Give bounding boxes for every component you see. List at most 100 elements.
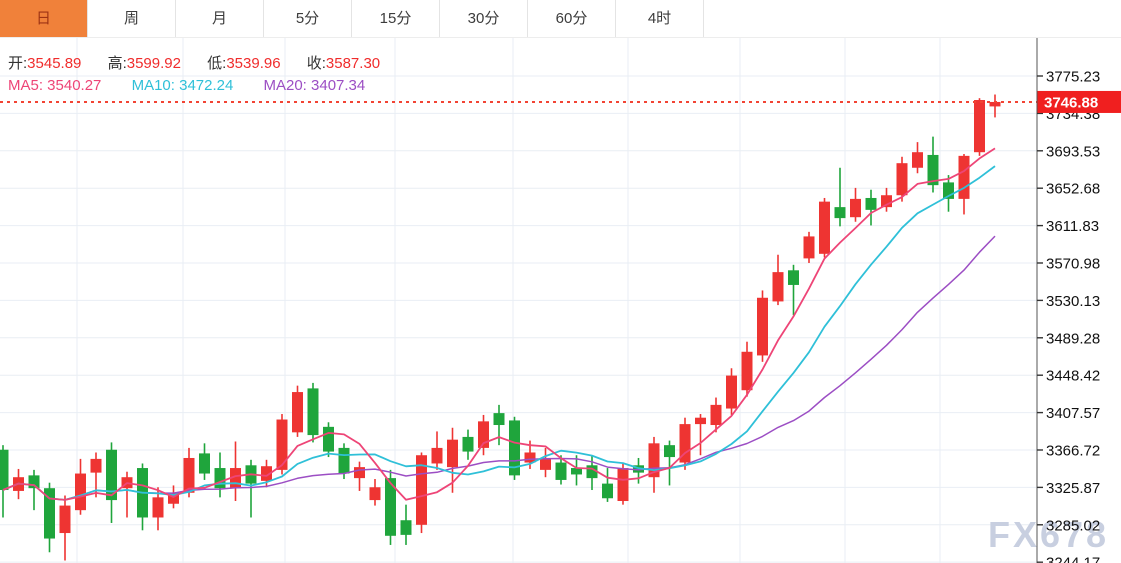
tab-60min[interactable]: 60分: [528, 0, 616, 37]
candle-down: [338, 447, 350, 474]
candle-up: [230, 468, 241, 489]
ma5-value: MA5: 3540.27: [8, 77, 102, 94]
candle-up: [540, 457, 551, 470]
candle-up: [261, 466, 272, 481]
candle-up: [478, 421, 489, 448]
candle-up: [695, 417, 706, 425]
candle-down: [323, 426, 334, 452]
candle-up: [648, 443, 660, 478]
low-value: 3539.96: [226, 55, 281, 72]
candle-up: [369, 487, 381, 501]
candle-down: [571, 468, 582, 475]
watermark-text: FX678: [988, 514, 1109, 555]
candle-up: [974, 100, 985, 153]
candle-up: [881, 195, 892, 208]
watermark: FX678: [988, 514, 1109, 555]
candle-up: [710, 404, 722, 426]
close-value: 3587.30: [325, 55, 381, 72]
axis-tick-label: 3693.53: [1046, 143, 1100, 160]
candle-up: [819, 201, 830, 254]
candle-up: [90, 458, 102, 473]
candle-down: [214, 468, 226, 489]
candle-up: [679, 424, 691, 463]
current-price-value: 3746.88: [1044, 94, 1098, 111]
tab-30min[interactable]: 30分: [440, 0, 528, 37]
tab-week[interactable]: 周: [88, 0, 176, 37]
axis-tick-label: 3611.83: [1046, 218, 1099, 235]
axis-tick-label: 3530.13: [1046, 293, 1100, 310]
candle-down: [493, 413, 505, 426]
candle-down: [586, 465, 598, 479]
tab-15min[interactable]: 15分: [352, 0, 440, 37]
candle-up: [168, 492, 179, 504]
candle-up: [524, 452, 536, 463]
low-label: 低:: [207, 55, 227, 72]
ohlc-readout: 开:3545.89 高:3599.92 低:3539.96 收:3587.30: [8, 52, 402, 73]
candle-down: [106, 449, 117, 501]
candle-up: [59, 505, 71, 534]
candle-down: [385, 478, 396, 536]
candle-up: [989, 101, 1001, 107]
candles-layer: [0, 94, 1001, 561]
tab-month[interactable]: 月: [176, 0, 264, 37]
open-label: 开:: [8, 55, 28, 72]
candle-up: [757, 297, 768, 356]
candle-down: [509, 420, 520, 476]
price-axis: 3775.233734.383693.533652.683611.833570.…: [1036, 37, 1100, 563]
axis-tick-label: 3366.72: [1046, 442, 1100, 459]
candle-up: [292, 392, 303, 433]
candle-up: [354, 467, 365, 479]
candle-up: [447, 439, 458, 468]
candle-up: [183, 457, 195, 493]
candle-up: [726, 375, 737, 409]
candle-down: [28, 475, 40, 489]
axis-tick-label: 3244.17: [1046, 555, 1100, 563]
candle-down: [788, 270, 799, 285]
candle-down: [44, 488, 55, 539]
ma20-line: [2, 235, 996, 501]
open-value: 3545.89: [27, 55, 82, 72]
axis-tick-label: 3407.57: [1046, 405, 1100, 422]
tab-4hour[interactable]: 4时: [616, 0, 704, 37]
candle-up: [850, 198, 861, 218]
candle-down: [865, 197, 877, 210]
candle-up: [896, 163, 908, 196]
grid-layer: [0, 37, 1037, 563]
high-value: 3599.92: [126, 55, 181, 72]
candle-down: [602, 483, 613, 499]
candle-up: [803, 236, 815, 259]
axis-tick-label: 3570.98: [1046, 255, 1100, 272]
tab-day[interactable]: 日: [0, 0, 88, 37]
high-label: 高:: [107, 55, 127, 72]
candle-up: [772, 272, 784, 302]
candle-up: [912, 152, 923, 168]
candle-down: [199, 453, 210, 474]
candle-down: [555, 462, 567, 480]
ma5-line: [2, 147, 996, 501]
candle-down: [307, 388, 319, 436]
candle-up: [276, 419, 288, 470]
axis-tick-label: 3325.87: [1046, 480, 1100, 497]
candle-down: [834, 207, 846, 219]
ma-readout: MA5: 3540.27 MA10: 3472.24 MA20: 3407.34: [8, 77, 391, 94]
tab-5min[interactable]: 5分: [264, 0, 352, 37]
close-label: 收:: [306, 55, 326, 72]
candle-down: [943, 182, 954, 199]
ma20-value: MA20: 3407.34: [263, 77, 366, 94]
candle-up: [431, 447, 443, 464]
candle-up: [152, 497, 164, 518]
interval-tabbar: 日 周 月 5分 15分 30分 60分 4时: [0, 0, 1121, 38]
candle-up: [958, 155, 970, 199]
candle-down: [927, 154, 939, 186]
candle-up: [741, 351, 753, 391]
candle-down: [462, 436, 474, 452]
candle-up: [416, 455, 427, 525]
axis-tick-label: 3775.23: [1046, 69, 1100, 86]
candle-down: [0, 449, 9, 491]
ma10-value: MA10: 3472.24: [131, 77, 234, 94]
axis-tick-label: 3448.42: [1046, 368, 1100, 385]
candle-up: [75, 473, 86, 511]
current-price-tag: 3746.88: [1037, 90, 1121, 113]
